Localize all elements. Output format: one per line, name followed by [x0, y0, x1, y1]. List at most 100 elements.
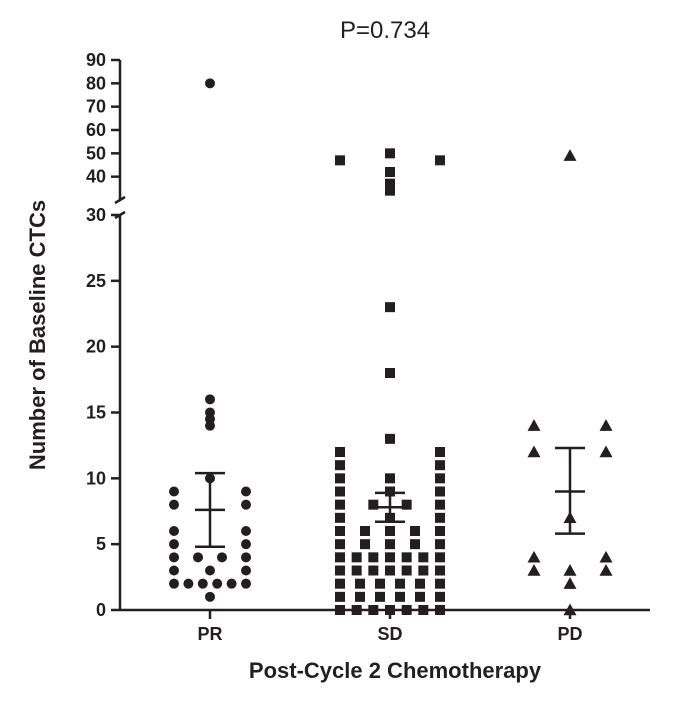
data-point [435, 539, 445, 549]
data-point [335, 526, 345, 536]
data-point [435, 526, 445, 536]
x-tick-label: PD [557, 624, 582, 644]
data-point [335, 579, 345, 589]
y-tick-label: 15 [86, 403, 106, 423]
data-point [183, 579, 193, 589]
data-point [435, 513, 445, 523]
data-point [385, 368, 395, 378]
x-axis-label: Post-Cycle 2 Chemotherapy [249, 658, 542, 683]
data-point [435, 460, 445, 470]
data-point [205, 592, 215, 602]
data-point [241, 566, 251, 576]
data-point [335, 605, 345, 615]
data-point [169, 500, 179, 510]
y-tick-label: 5 [96, 534, 106, 554]
data-point [335, 155, 345, 165]
data-point [385, 186, 395, 196]
data-point [435, 155, 445, 165]
data-point [435, 552, 445, 562]
data-point [335, 487, 345, 497]
data-point [241, 552, 251, 562]
data-point [435, 592, 445, 602]
data-point [169, 526, 179, 536]
x-tick-label: SD [377, 624, 402, 644]
data-point [355, 579, 365, 589]
data-point [375, 579, 385, 589]
y-tick-label: 90 [86, 50, 106, 70]
data-point [169, 552, 179, 562]
data-point [227, 579, 237, 589]
data-point [410, 539, 420, 549]
y-tick-label: 80 [86, 73, 106, 93]
y-axis-label: Number of Baseline CTCs [25, 200, 50, 470]
data-point [335, 447, 345, 457]
data-point [435, 500, 445, 510]
y-tick-label: 20 [86, 337, 106, 357]
data-point [415, 592, 425, 602]
data-point [385, 473, 395, 483]
data-point [418, 552, 428, 562]
data-point [360, 526, 370, 536]
data-point [435, 473, 445, 483]
data-point [385, 302, 395, 312]
data-point [335, 552, 345, 562]
data-point [198, 579, 208, 589]
data-point [375, 592, 385, 602]
y-tick-label: 60 [86, 120, 106, 140]
data-point [435, 579, 445, 589]
data-point [352, 552, 362, 562]
data-point [385, 552, 395, 562]
data-point [205, 394, 215, 404]
data-point [241, 526, 251, 536]
data-point [395, 592, 405, 602]
data-point [241, 579, 251, 589]
data-point [355, 592, 365, 602]
data-point [169, 539, 179, 549]
data-point [368, 552, 378, 562]
data-point [418, 566, 428, 576]
data-point [402, 566, 412, 576]
data-point [335, 566, 345, 576]
data-point [169, 487, 179, 497]
data-point [169, 579, 179, 589]
data-point [435, 447, 445, 457]
data-point [169, 566, 179, 576]
data-point [241, 539, 251, 549]
data-point [410, 526, 420, 536]
data-point [435, 487, 445, 497]
y-tick-label: 40 [86, 167, 106, 187]
data-point [418, 605, 428, 615]
data-point [193, 552, 203, 562]
data-point [385, 526, 395, 536]
data-point [335, 513, 345, 523]
data-point [385, 566, 395, 576]
data-point [205, 421, 215, 431]
y-tick-label: 0 [96, 600, 106, 620]
y-tick-label: 25 [86, 271, 106, 291]
data-point [335, 473, 345, 483]
data-point [435, 605, 445, 615]
data-point [241, 487, 251, 497]
data-point [212, 579, 222, 589]
data-point [385, 167, 395, 177]
data-point [205, 78, 215, 88]
data-point [435, 566, 445, 576]
data-point [368, 566, 378, 576]
data-point [335, 539, 345, 549]
y-tick-label: 10 [86, 468, 106, 488]
data-point [395, 579, 405, 589]
data-point [368, 605, 378, 615]
data-point [335, 460, 345, 470]
y-tick-label: 30 [86, 205, 106, 225]
data-point [402, 552, 412, 562]
data-point [352, 605, 362, 615]
y-tick-label: 70 [86, 97, 106, 117]
data-point [385, 605, 395, 615]
data-point [415, 579, 425, 589]
data-point [217, 552, 227, 562]
data-point [241, 500, 251, 510]
p-value-label: P=0.734 [340, 17, 430, 44]
data-point [360, 539, 370, 549]
data-point [335, 592, 345, 602]
data-point [335, 500, 345, 510]
